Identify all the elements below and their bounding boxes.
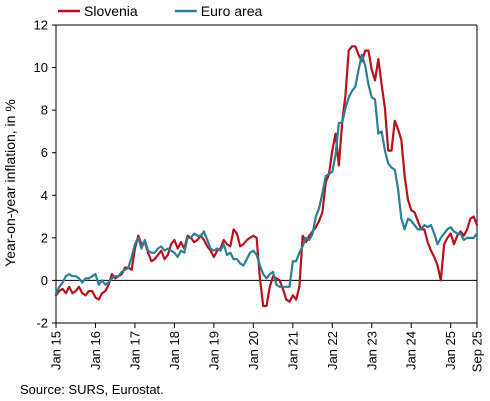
- y-tick-label: 4: [41, 188, 48, 203]
- legend: Slovenia Euro area: [58, 3, 262, 19]
- x-tick-label: Jan 21: [285, 331, 300, 370]
- y-tick-label: 8: [41, 103, 48, 118]
- y-tick-label: 2: [41, 230, 48, 245]
- y-tick-label: 12: [34, 18, 48, 33]
- x-tick-label: Jan 22: [325, 331, 340, 370]
- y-axis-title: Year-on-year inflation, in %: [2, 99, 18, 267]
- x-tick-label: Sep 25: [470, 331, 485, 372]
- series-line-slovenia: [54, 45, 479, 308]
- x-tick-label: Jan 18: [167, 331, 182, 370]
- plot-area: -2 0 2 4 6 8 10 12 Jan 15 Jan 16 Jan 17 Jan 18 Jan 1…: [34, 18, 485, 373]
- series-line-euro-area: [54, 53, 479, 295]
- x-tick-label: Jan 20: [246, 331, 261, 370]
- x-tick-label: Jan 19: [206, 331, 221, 370]
- y-tick-label: 0: [41, 273, 48, 288]
- source-note: Source: SURS, Eurostat.: [20, 382, 164, 397]
- x-tick-label: Jan 25: [443, 331, 458, 370]
- x-tick-label: Jan 23: [364, 331, 379, 370]
- x-tick-label: Jan 16: [88, 331, 103, 370]
- y-tick-label: 6: [41, 145, 48, 160]
- y-tick-label: 10: [34, 60, 48, 75]
- legend-label-slovenia: Slovenia: [84, 3, 138, 19]
- x-tick-label: Jan 17: [127, 331, 142, 370]
- x-tick-label: Jan 15: [49, 331, 64, 370]
- x-tick-label: Jan 24: [404, 331, 419, 370]
- legend-label-euro-area: Euro area: [201, 3, 263, 19]
- y-tick-label: -2: [36, 316, 48, 331]
